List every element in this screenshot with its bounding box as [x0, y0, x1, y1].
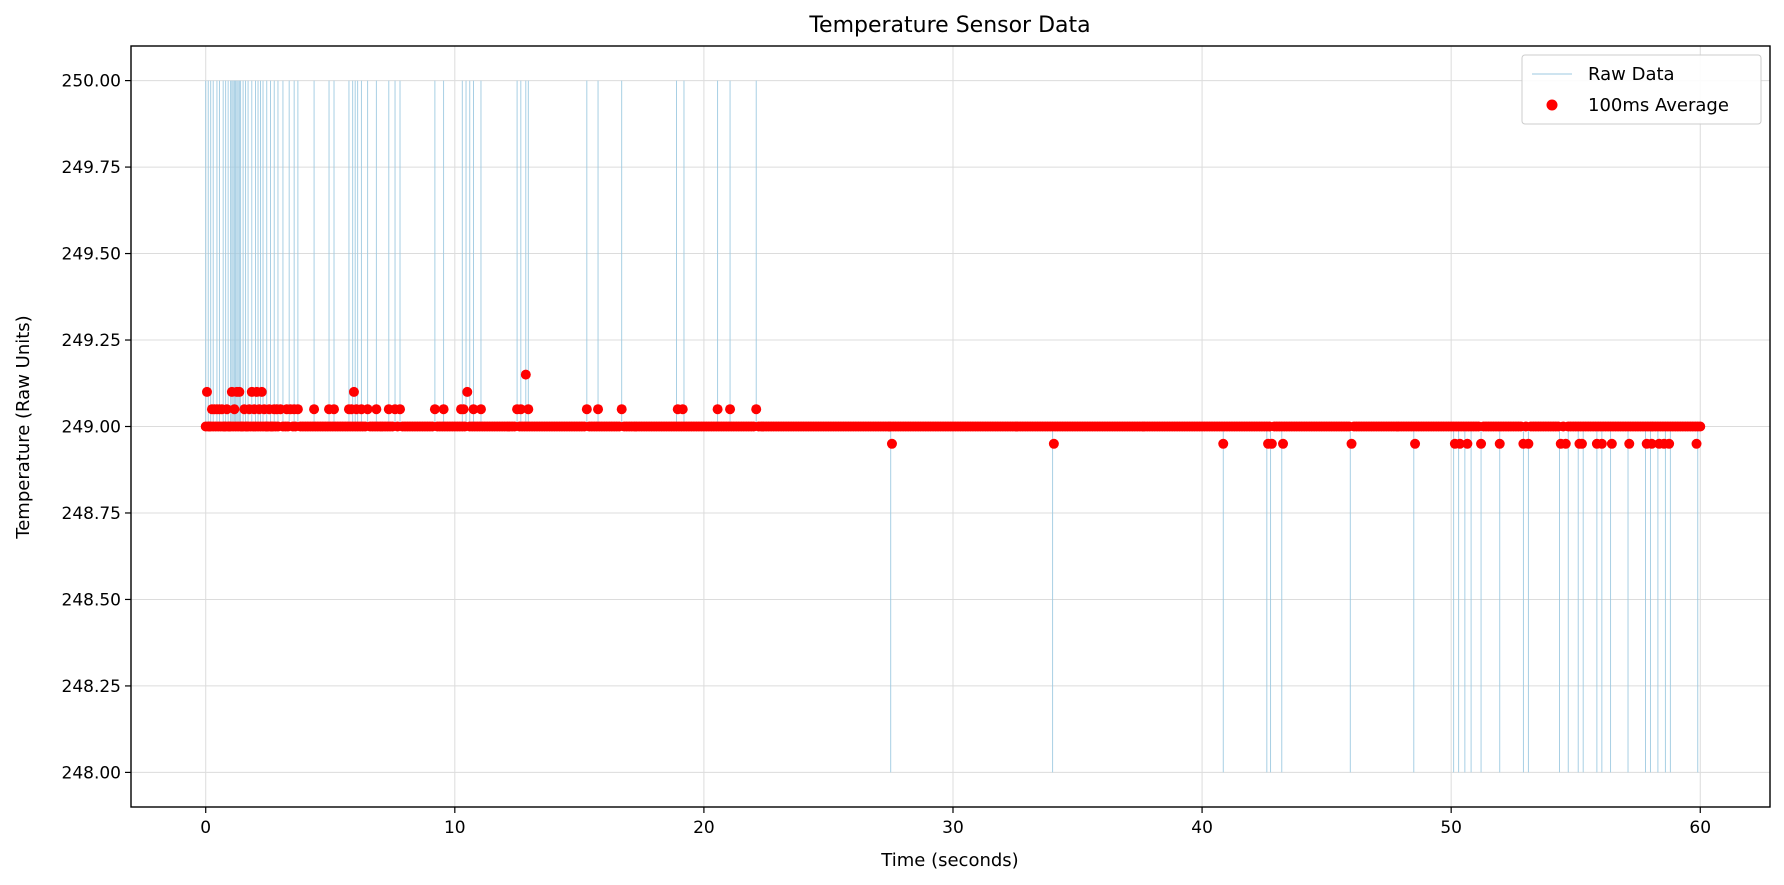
average-point [1523, 438, 1534, 449]
average-point [1691, 438, 1702, 449]
average-point [1048, 438, 1059, 449]
legend: Raw Data 100ms Average [1521, 54, 1762, 125]
average-point [371, 404, 382, 415]
average-point [1346, 438, 1357, 449]
x-tick-label: 50 [1440, 818, 1462, 838]
average-point [395, 404, 406, 415]
y-tick-label: 248.50 [62, 590, 121, 610]
average-point [229, 404, 240, 415]
average-point [1664, 438, 1675, 449]
y-tick-label: 249.50 [62, 245, 121, 265]
y-tick-label: 249.75 [62, 158, 121, 178]
x-tick-label: 60 [1689, 818, 1711, 838]
average-point [593, 404, 604, 415]
average-point [266, 421, 277, 432]
average-point [1410, 438, 1421, 449]
average-point [256, 386, 267, 397]
legend-raw-label: Raw Data [1588, 64, 1675, 85]
average-point [886, 438, 897, 449]
x-tick-label: 40 [1191, 818, 1213, 838]
average-point [1695, 421, 1706, 432]
average-point [204, 421, 215, 432]
average-point [515, 404, 526, 415]
average-point [475, 404, 486, 415]
average-point [1278, 438, 1289, 449]
y-tick-label: 248.00 [62, 763, 121, 783]
average-series [200, 369, 1706, 449]
x-tick-label: 30 [942, 818, 964, 838]
x-axis-ticks: 0 10 20 30 40 50 60 [200, 807, 1711, 838]
y-axis-ticks: 248.00 248.25 248.50 248.75 249.00 249.25 249.… [62, 72, 131, 783]
average-point [1454, 438, 1465, 449]
raw-data-series [205, 80, 1701, 773]
average-point [329, 404, 340, 415]
average-point [309, 404, 320, 415]
average-point [523, 404, 534, 415]
average-point [462, 386, 473, 397]
y-tick-label: 249.00 [62, 418, 121, 438]
average-point [1624, 438, 1635, 449]
average-point [438, 404, 449, 415]
average-point [468, 404, 479, 415]
average-point [1462, 438, 1473, 449]
legend-average-label: 100ms Average [1588, 95, 1729, 116]
average-point [362, 404, 373, 415]
y-axis-label: Temperature (Raw Units) [13, 315, 34, 539]
x-tick-label: 20 [693, 818, 715, 838]
x-tick-label: 0 [200, 818, 211, 838]
average-point [277, 421, 288, 432]
y-tick-label: 249.25 [62, 331, 121, 351]
average-point [1596, 438, 1607, 449]
average-point [677, 404, 688, 415]
average-point [348, 386, 359, 397]
chart-title: Temperature Sensor Data [808, 13, 1090, 38]
average-point [1560, 438, 1571, 449]
average-point [712, 404, 723, 415]
average-point [1646, 438, 1657, 449]
average-point [1266, 438, 1277, 449]
average-point [201, 386, 212, 397]
legend-box [1521, 54, 1762, 125]
x-tick-label: 10 [444, 818, 466, 838]
y-tick-label: 250.00 [62, 72, 121, 92]
average-point [520, 369, 531, 380]
average-point [292, 404, 303, 415]
average-point [241, 421, 252, 432]
average-point [458, 404, 469, 415]
average-point [581, 404, 592, 415]
average-point [1476, 438, 1487, 449]
average-point [1576, 438, 1587, 449]
average-point [1494, 438, 1505, 449]
y-tick-label: 248.75 [62, 504, 121, 524]
average-point [221, 404, 232, 415]
average-point [1218, 438, 1229, 449]
average-point [1606, 438, 1617, 449]
average-point [429, 404, 440, 415]
average-point [616, 404, 627, 415]
y-tick-label: 248.25 [62, 677, 121, 697]
average-point [751, 404, 762, 415]
x-axis-label: Time (seconds) [880, 850, 1018, 871]
grid [131, 46, 1770, 807]
average-point [725, 404, 736, 415]
average-point [234, 386, 245, 397]
legend-average-marker-swatch [1546, 99, 1558, 111]
average-point [224, 421, 235, 432]
